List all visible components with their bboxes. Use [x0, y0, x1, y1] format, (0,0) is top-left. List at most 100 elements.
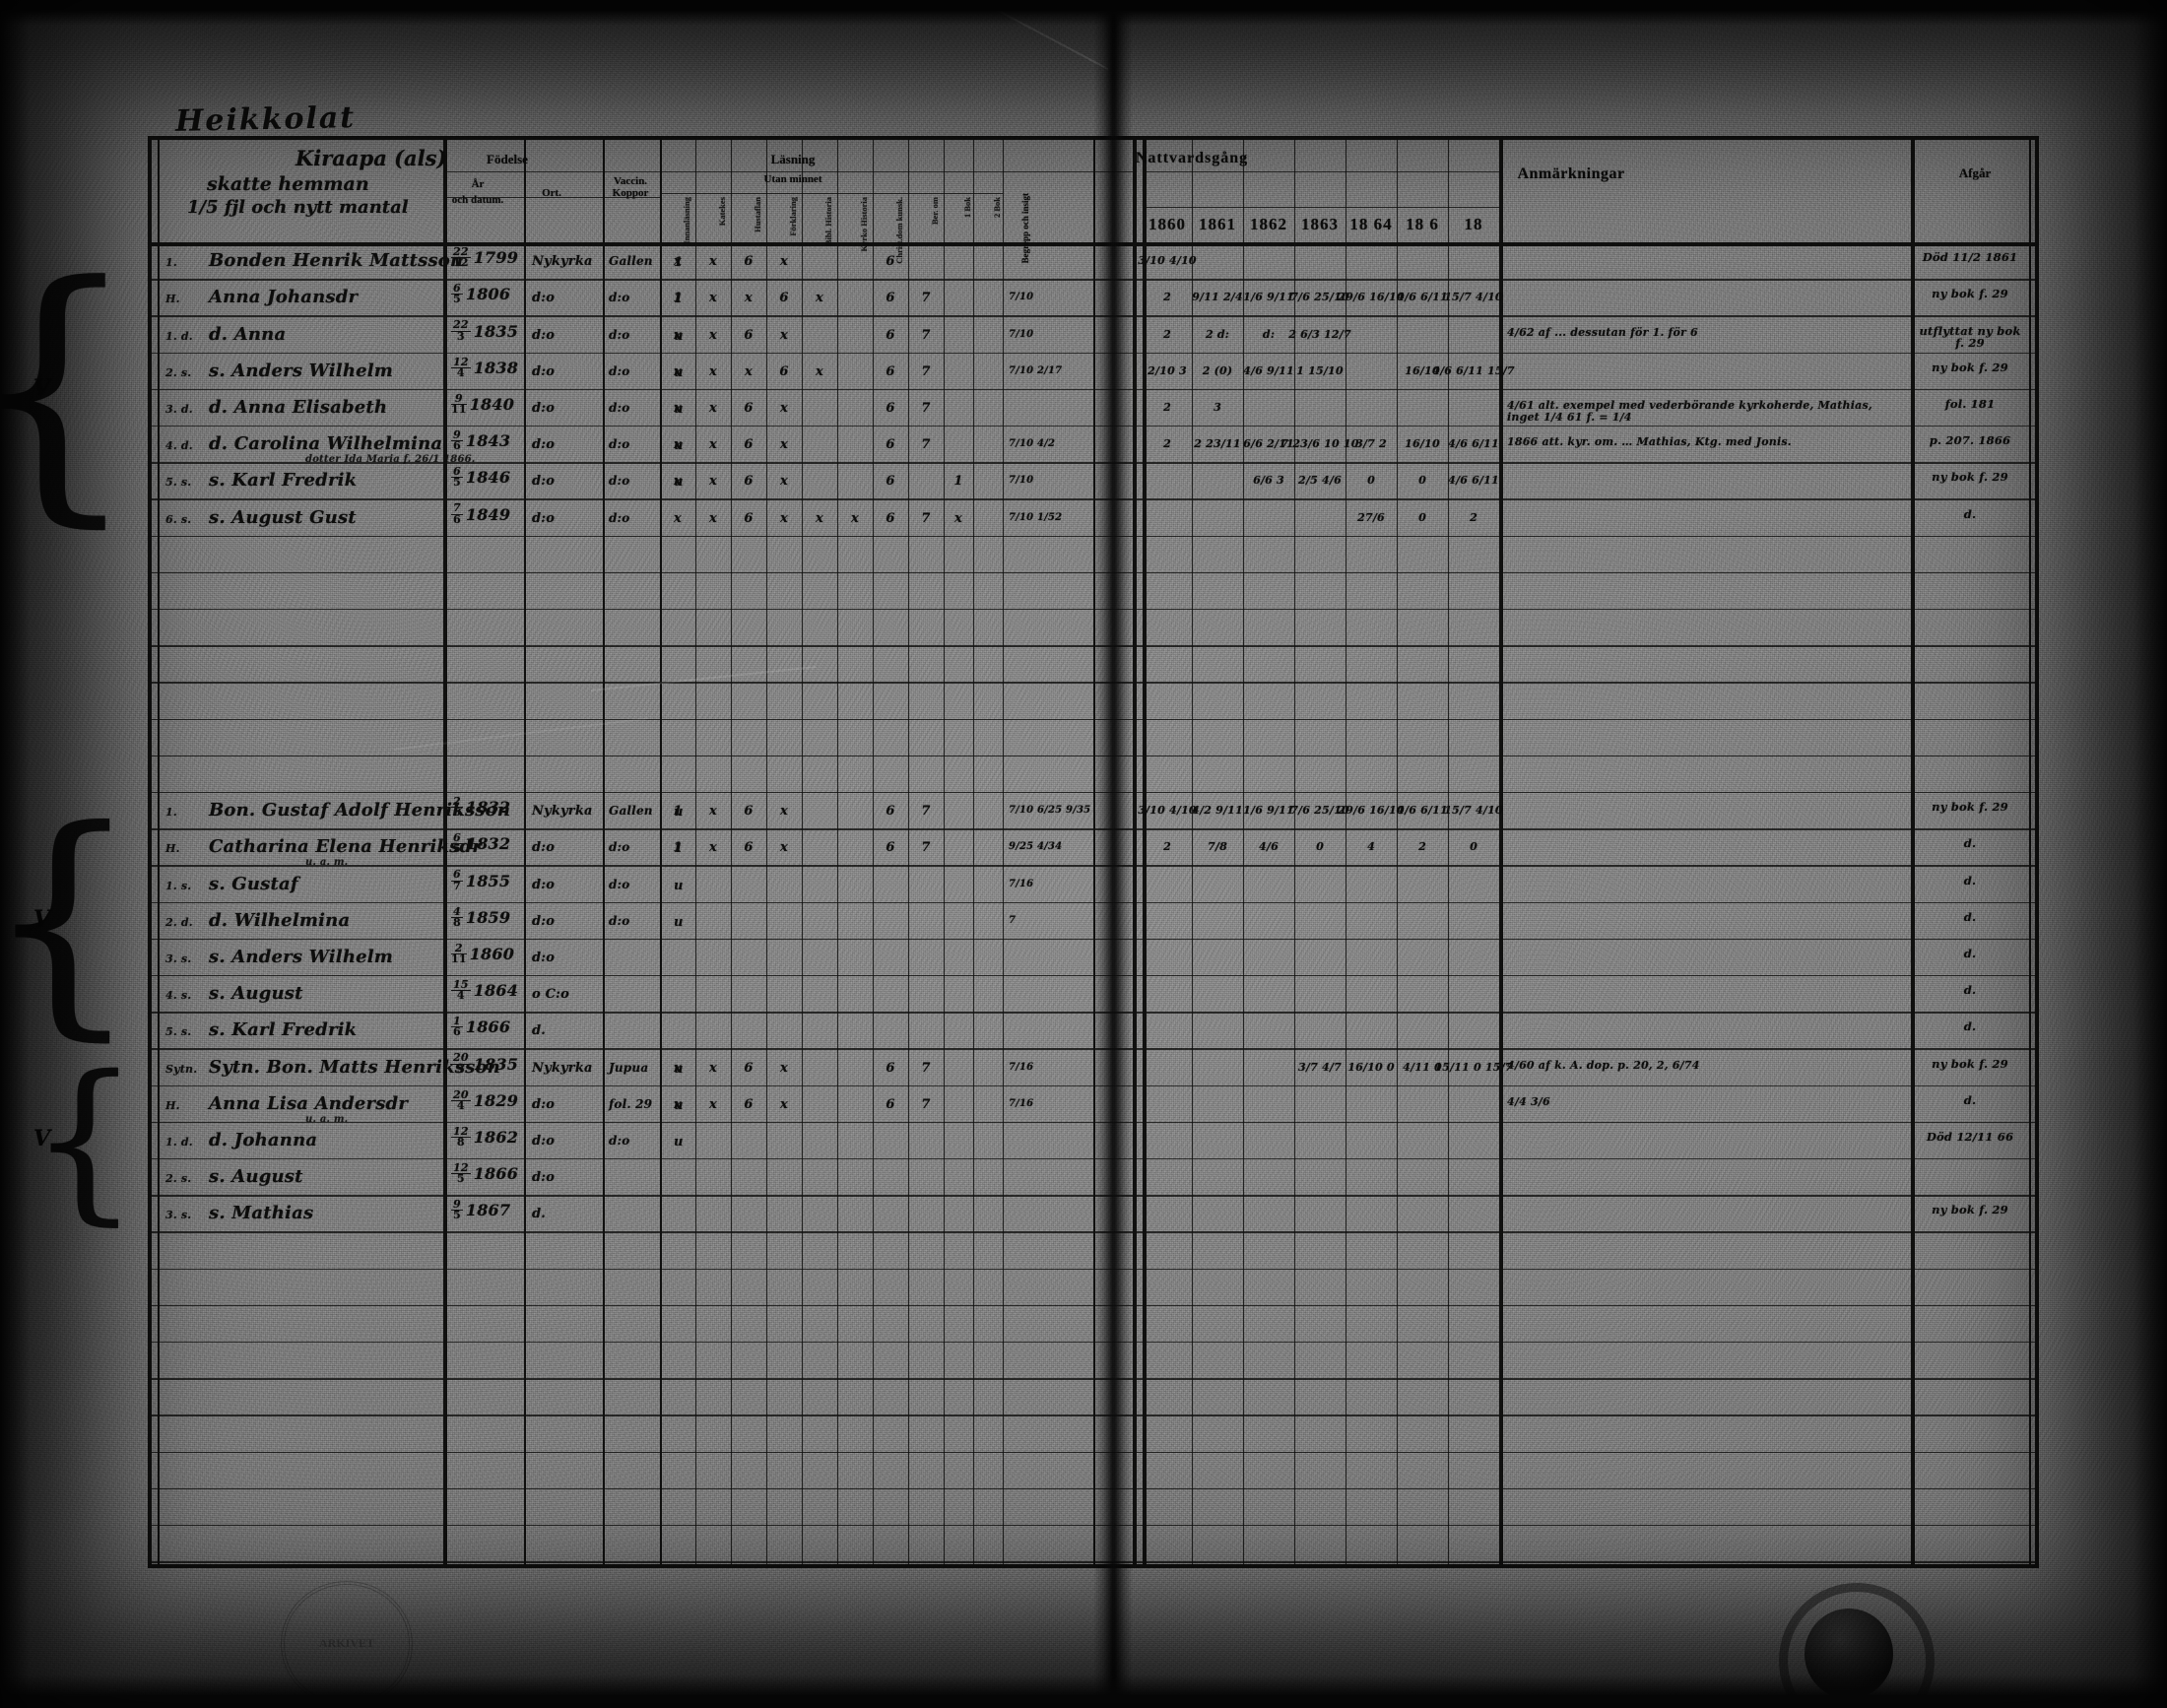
grid-vline — [802, 136, 804, 1564]
row-household-3-1-name[interactable]: Sytn. Bon. Matts Henriksson — [209, 1056, 500, 1078]
row-household-2-7-birth-place: d. — [532, 1023, 547, 1039]
row-household-1-5-note: 4/61 alt. exempel med vederbörande kyrko… — [1507, 399, 1872, 424]
row-household-3-2-name[interactable]: Anna Lisa Andersdr — [209, 1092, 409, 1114]
row-household-1-6-departure: p. 207. 1866 — [1929, 433, 2011, 448]
row-household-1-6-begrepp: 7/10 4/2 — [1009, 438, 1056, 450]
row-household-1-5-name[interactable]: d. Anna Elisabeth — [209, 397, 388, 418]
row-household-1-1-reading-4: x — [780, 254, 788, 270]
row-household-2-1-name[interactable]: Bon. Gustaf Adolf Henriksson — [209, 800, 511, 821]
row-household-2-1-reading-4: x — [780, 804, 788, 820]
row-household-1-8-reading-4: x — [780, 510, 788, 526]
grid-hline — [443, 197, 660, 199]
row-household-3-2-begrepp: 7/16 — [1009, 1097, 1034, 1109]
row-household-3-4-name[interactable]: s. August — [209, 1166, 303, 1188]
row-household-2-2-birth-place: d:o — [532, 840, 556, 856]
row-household-1-2-reading-1: 1 — [673, 291, 683, 306]
row-household-1-7-name[interactable]: s. Karl Fredrik — [209, 470, 358, 492]
row-household-1-4-reading-3: x — [745, 363, 753, 379]
row-household-1-2-name[interactable]: Anna Johansdr — [209, 287, 359, 308]
row-household-2-3-departure: d. — [1963, 873, 1977, 887]
row-household-3-1-reading-1: x — [674, 1060, 682, 1076]
grid-vline — [837, 136, 839, 1564]
household-bracket-label-1: V — [33, 374, 51, 401]
row-household-2-2-communion-1: 2 — [1163, 840, 1171, 854]
row-household-1-1-communion-1: 3/10 4/10 — [1138, 254, 1197, 268]
row-household-1-5-reading-2: x — [709, 401, 717, 416]
row-household-1-2-communion-2: 9/11 2/4 — [1192, 291, 1243, 304]
header-birth-place: Ort. — [542, 187, 561, 199]
row-household-2-1-communion-4: 7/6 25/10 — [1290, 804, 1349, 818]
row-household-1-3-reading-2: x — [709, 327, 717, 343]
row-household-1-8-communion-7: 2 — [1470, 510, 1478, 524]
row-household-1-4-name[interactable]: s. Anders Wilhelm — [209, 360, 394, 381]
row-household-3-1-reading-8: 7 — [921, 1060, 931, 1076]
reading-col-header-4: Förklaring — [788, 197, 798, 236]
row-household-2-1-communion-3: 1/6 9/11 — [1243, 804, 1294, 818]
row-household-2-3-marker: 1. s. — [165, 879, 192, 892]
row-household-3-1-departure: ny bok f. 29 — [1932, 1056, 2008, 1071]
row-household-1-7-reading-7: 6 — [886, 474, 895, 490]
row-household-1-8-reading-8: 7 — [921, 510, 931, 526]
page-title: Heikkolat — [174, 100, 357, 139]
header-vaccination: Vaccin. Koppor — [612, 175, 649, 199]
row-household-2-1-vaccination: u — [674, 805, 684, 821]
row-household-2-1-reading-3: 6 — [744, 804, 754, 820]
row-household-1-2-departure: ny bok f. 29 — [1932, 287, 2008, 301]
row-household-2-2-reading-2: x — [709, 840, 717, 856]
row-household-1-3-reading-1: x — [674, 327, 682, 343]
row-household-1-6-note: 1866 att. kyr. om. … Mathias, Ktg. med J… — [1507, 435, 1792, 449]
row-household-3-2-parish: fol. 29 — [609, 1096, 653, 1111]
row-household-1-5-reading-1: x — [674, 401, 682, 416]
grid-vline — [1143, 136, 1145, 1564]
communion-year-2: 1861 — [1199, 215, 1236, 233]
heading-parish-line-2: skatte hemman — [207, 173, 369, 195]
row-household-1-2-reading-7: 6 — [886, 291, 895, 306]
row-household-1-8-departure: d. — [1963, 506, 1977, 521]
grid-vline — [1133, 136, 1137, 1564]
row-household-3-1-communion-7: 15/11 0 15/7 — [1434, 1060, 1513, 1074]
row-household-1-5-departure: fol. 181 — [1944, 397, 1996, 411]
row-household-1-6-name[interactable]: d. Carolina Wilhelmina — [209, 433, 443, 455]
reading-col-header-5: Bibl. Historia — [823, 197, 833, 246]
row-household-1-3-name[interactable]: d. Anna — [209, 323, 287, 345]
row-household-3-4-birth-date: 12 5 1866 — [451, 1161, 519, 1186]
row-household-1-3-departure: utflyttat ny bok f. 29 — [1919, 323, 2021, 350]
row-household-1-8-reading-5: x — [816, 510, 823, 526]
row-household-3-2-reading-3: 6 — [744, 1096, 754, 1112]
row-household-1-4-vaccination: u — [674, 364, 684, 380]
row-household-2-4-name[interactable]: d. Wilhelmina — [209, 909, 351, 931]
row-household-1-8-birth-place: d:o — [532, 510, 556, 526]
row-household-1-4-communion-7: 4/6 6/11 15/7 — [1432, 363, 1515, 377]
grid-vline — [1192, 136, 1194, 1564]
row-household-1-8-reading-9: x — [954, 510, 962, 526]
row-household-1-8-reading-1: x — [674, 510, 682, 526]
row-household-1-1-reading-1: x — [674, 254, 682, 270]
grid-vline — [873, 136, 875, 1564]
row-household-2-2-communion-6: 2 — [1418, 840, 1426, 854]
row-household-2-7-name[interactable]: s. Karl Fredrik — [209, 1019, 358, 1041]
row-household-1-8-communion-5: 27/6 — [1357, 510, 1385, 524]
row-household-1-7-birth-place: d:o — [532, 474, 556, 490]
row-household-1-2-birth-place: d:o — [532, 291, 556, 306]
row-household-3-3-vaccination: u — [674, 1135, 684, 1150]
row-household-1-5-marker: 3. d. — [165, 403, 193, 416]
row-household-1-4-reading-1: x — [674, 363, 682, 379]
row-household-1-8-name[interactable]: s. August Gust — [209, 506, 357, 528]
row-household-1-1-name[interactable]: Bonden Henrik Mattsson — [209, 250, 464, 272]
row-household-1-1-vaccination: 1 — [674, 255, 684, 271]
row-household-3-5-name[interactable]: s. Mathias — [209, 1203, 314, 1224]
row-household-2-5-name[interactable]: s. Anders Wilhelm — [209, 947, 394, 967]
row-household-2-6-name[interactable]: s. August — [209, 983, 303, 1005]
row-household-1-6-communion-7: 4/6 6/11 — [1448, 437, 1499, 451]
row-household-1-3-vaccination: u — [674, 328, 684, 344]
grid-vline — [148, 136, 152, 1564]
communion-year-4: 1863 — [1301, 215, 1339, 233]
row-household-2-2-name[interactable]: Catharina Elena Henriksdr — [209, 836, 482, 858]
row-household-3-3-name[interactable]: d. Johanna — [209, 1130, 318, 1150]
row-household-2-3-name[interactable]: s. Gustaf — [209, 873, 298, 894]
row-household-1-4-reading-8: 7 — [921, 363, 931, 379]
row-household-2-1-reading-2: x — [709, 804, 717, 820]
row-household-1-6-communion-1: 2 — [1163, 437, 1171, 451]
row-household-2-4-parish: d:o — [609, 913, 630, 928]
row-household-3-1-reading-7: 6 — [886, 1060, 895, 1076]
